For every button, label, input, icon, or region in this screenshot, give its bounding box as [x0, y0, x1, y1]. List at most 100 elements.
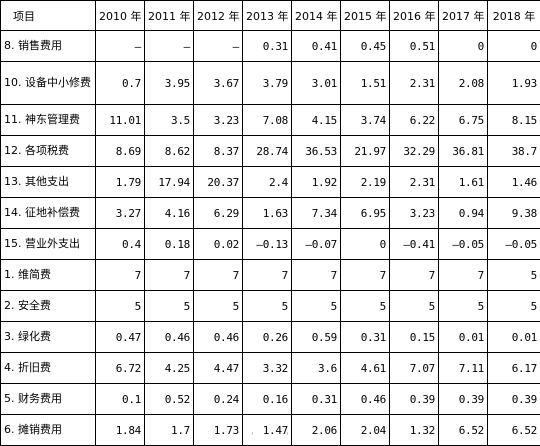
table-cell: –0.05 [488, 229, 540, 260]
table-cell: –0.41 [390, 229, 439, 260]
table-cell: 17.94 [145, 167, 194, 198]
table-cell: 4.25 [145, 353, 194, 384]
table-cell: 7 [390, 260, 439, 291]
table-cell: 0.94 [439, 198, 488, 229]
table-cell: 3.79 [243, 62, 292, 105]
table-cell: 36.53 [292, 136, 341, 167]
table-cell: 0.47 [96, 322, 145, 353]
header-row: 项目 2010 年 2011 年 2012 年 2013 年 2014 年 20… [1, 1, 540, 31]
table-cell: 7 [243, 260, 292, 291]
table-cell: 0.31 [243, 31, 292, 62]
table-cell: 0.46 [341, 384, 390, 415]
table-cell: 1.63 [243, 198, 292, 229]
table-cell: 8.69 [96, 136, 145, 167]
table-cell: 6.72 [96, 353, 145, 384]
table-cell: 4.15 [292, 105, 341, 136]
table-cell: 20.37 [194, 167, 243, 198]
row-label: 4. 折旧费 [1, 353, 96, 384]
table-header: 项目 2010 年 2011 年 2012 年 2013 年 2014 年 20… [1, 1, 540, 31]
table-cell: 0.52 [145, 384, 194, 415]
table-cell: 5 [243, 291, 292, 322]
table-cell: 8.62 [145, 136, 194, 167]
table-cell: 38.7 [488, 136, 540, 167]
table-cell: 3.74 [341, 105, 390, 136]
table-cell: 7 [439, 260, 488, 291]
table-cell: 0 [341, 229, 390, 260]
table-cell: 0.16 [243, 384, 292, 415]
table-cell: 3.5 [145, 105, 194, 136]
table-cell: 9.38 [488, 198, 540, 229]
table-cell: 7 [194, 260, 243, 291]
header-year: 2014 年 [292, 1, 341, 31]
table-cell: 6.52 [439, 415, 488, 446]
row-label: 10. 设备中小修费 [1, 62, 96, 105]
table-cell: 21.97 [341, 136, 390, 167]
table-cell: 0.39 [439, 384, 488, 415]
table-cell: 1.84 [96, 415, 145, 446]
table-cell: 1.79 [96, 167, 145, 198]
table-cell: 3.95 [145, 62, 194, 105]
table-cell: 6.29 [194, 198, 243, 229]
table-cell: 1.7 [145, 415, 194, 446]
table-cell: 5 [292, 291, 341, 322]
table-cell: 5 [145, 291, 194, 322]
table-cell: 0.51 [390, 31, 439, 62]
table-cell: 7.07 [390, 353, 439, 384]
table-cell: 0 [488, 31, 540, 62]
table-cell: 0.02 [194, 229, 243, 260]
table-cell: 0.15 [390, 322, 439, 353]
table-cell: 0.4 [96, 229, 145, 260]
table-cell: 8.37 [194, 136, 243, 167]
table-cell: 2.4 [243, 167, 292, 198]
table-cell: 6.22 [390, 105, 439, 136]
header-year: 2011 年 [145, 1, 194, 31]
table-cell: 0.01 [488, 322, 540, 353]
table-cell: 1.61 [439, 167, 488, 198]
table-cell: 8.15 [488, 105, 540, 136]
table-cell: 5 [488, 291, 540, 322]
header-year: 2018 年 [488, 1, 540, 31]
header-year: 2015 年 [341, 1, 390, 31]
table-cell: 1.92 [292, 167, 341, 198]
table-cell: 5 [341, 291, 390, 322]
table-cell: – [145, 31, 194, 62]
header-item: 项目 [1, 1, 96, 31]
table-cell: 0.1 [96, 384, 145, 415]
table-cell: –0.07 [292, 229, 341, 260]
row-label: 8. 销售费用 [1, 31, 96, 62]
table-cell: 36.81 [439, 136, 488, 167]
table-cell: 3.32 [243, 353, 292, 384]
row-label: 11. 神东管理费 [1, 105, 96, 136]
table-cell: 3.27 [96, 198, 145, 229]
table-cell: 0.01 [439, 322, 488, 353]
table-cell: 0.7 [96, 62, 145, 105]
table-cell: 0.46 [194, 322, 243, 353]
row-label: 6. 摊销费用 [1, 415, 96, 446]
table-cell: 2.19 [341, 167, 390, 198]
row-label: 15. 营业外支出 [1, 229, 96, 260]
table-cell: 32.29 [390, 136, 439, 167]
table-cell: 1.46 [488, 167, 540, 198]
table-cell: 11.01 [96, 105, 145, 136]
table-cell: 1.73 [194, 415, 243, 446]
table-cell: 28.74 [243, 136, 292, 167]
row-label: 12. 各项税费 [1, 136, 96, 167]
table-cell: 2.31 [390, 167, 439, 198]
table-cell: 7.08 [243, 105, 292, 136]
table-cell: 1.51 [341, 62, 390, 105]
table-cell: 1.47 [243, 415, 292, 446]
table-cell: 7 [145, 260, 194, 291]
row-label: 3. 绿化费 [1, 322, 96, 353]
table-cell: 4.61 [341, 353, 390, 384]
table-cell: 0.39 [488, 384, 540, 415]
